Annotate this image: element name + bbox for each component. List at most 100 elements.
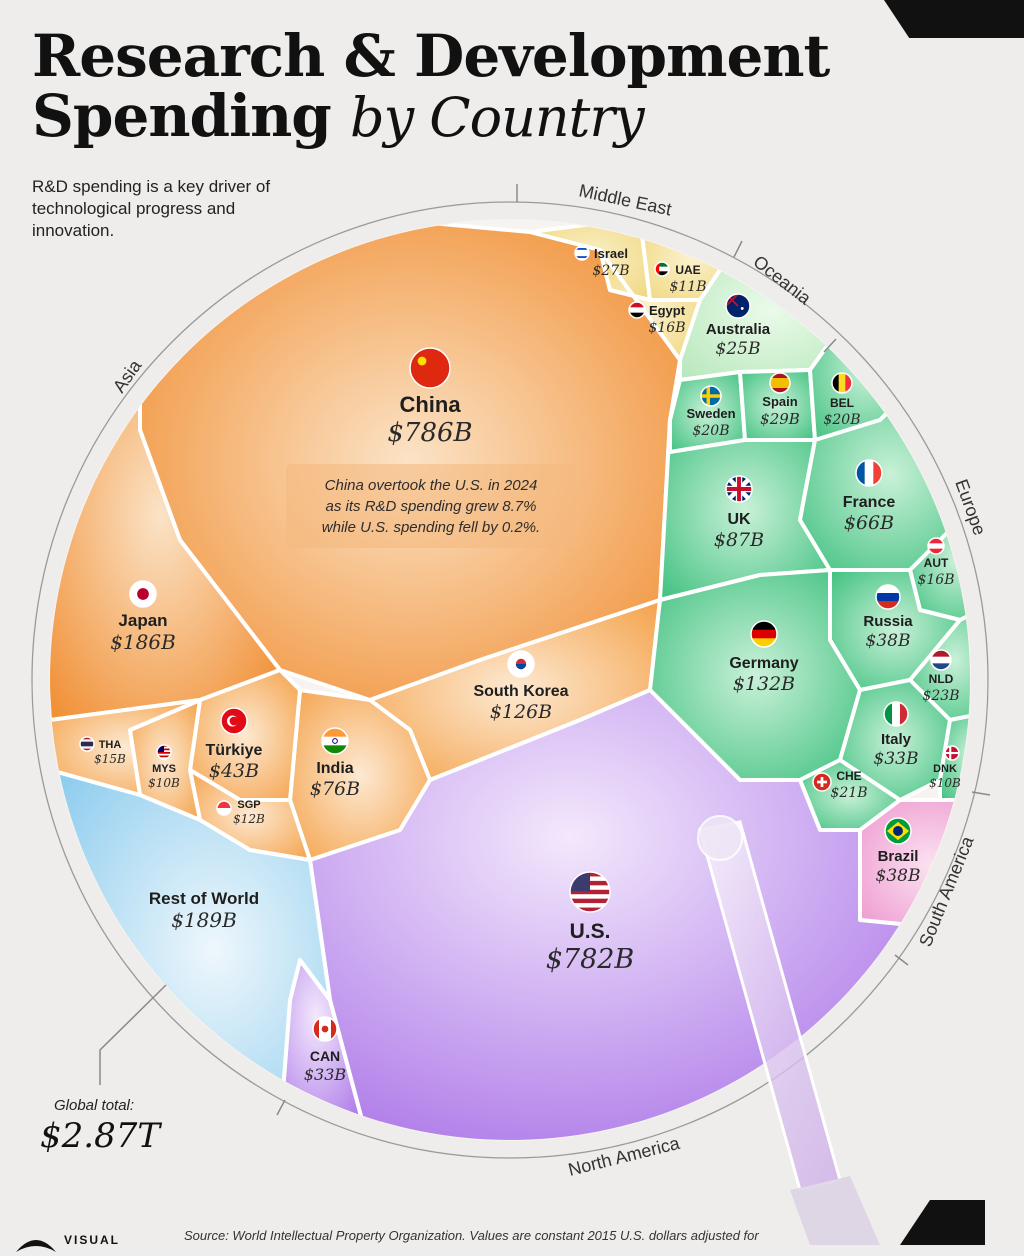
country-name: Spain bbox=[762, 394, 797, 409]
country-value: $16B bbox=[917, 572, 954, 588]
israel-flag-icon bbox=[574, 245, 590, 261]
annotation-line-2: as its R&D spending grew 8.7% bbox=[326, 498, 537, 515]
country-name: Rest of World bbox=[149, 889, 259, 908]
country-name: UK bbox=[727, 511, 751, 528]
country-name: AUT bbox=[924, 556, 949, 570]
country-name: MYS bbox=[152, 763, 176, 775]
country-value: $43B bbox=[209, 760, 259, 782]
country-name: Japan bbox=[118, 611, 167, 630]
country-value: $38B bbox=[866, 631, 911, 651]
cell-label-uae: UAE $11B bbox=[654, 261, 707, 295]
cell-label-spain: Spain$29B bbox=[760, 372, 800, 428]
country-value: $20B bbox=[692, 423, 729, 439]
source-note: Source: World Intellectual Property Orga… bbox=[184, 1228, 759, 1243]
country-name: Germany bbox=[729, 655, 798, 672]
country-value: $189B bbox=[171, 908, 237, 932]
country-name: CHE bbox=[836, 769, 861, 783]
cell-label-uk: UK$87B bbox=[714, 475, 764, 551]
cell-label-aut: AUT $16B bbox=[917, 537, 955, 588]
country-name: UAE bbox=[675, 263, 700, 277]
cell-label-mys: MYS$10B bbox=[148, 744, 180, 790]
country-name: Russia bbox=[863, 613, 913, 630]
cell-label-france: France$66B bbox=[843, 459, 896, 534]
country-name: THA bbox=[99, 739, 122, 751]
region-label-asia: Asia bbox=[109, 355, 146, 396]
country-value: $132B bbox=[733, 673, 795, 695]
cell-denmark bbox=[938, 708, 970, 802]
country-name: BEL bbox=[830, 396, 854, 410]
cell-label-dnk: DNK$10B bbox=[929, 745, 961, 790]
region-label-middle-east: Middle East bbox=[577, 180, 673, 219]
country-value: $29B bbox=[760, 410, 800, 428]
spain-flag-icon bbox=[769, 372, 791, 394]
country-name: CAN bbox=[310, 1048, 340, 1064]
global-total-label: Global total: bbox=[54, 1097, 135, 1114]
annotation-line-1: China overtook the U.S. in 2024 bbox=[325, 477, 538, 494]
cell-label-bel: BEL $20B bbox=[823, 372, 861, 428]
china-flag-icon bbox=[409, 347, 451, 389]
russia-flag-icon bbox=[875, 584, 901, 610]
cell-label-can: CAN$33B bbox=[304, 1016, 347, 1084]
cell-label-sweden: Sweden $20B bbox=[686, 385, 736, 439]
cell-label-japan: Japan$186B bbox=[110, 580, 176, 654]
country-name: Israel bbox=[594, 246, 628, 261]
country-value: $25B bbox=[716, 339, 761, 359]
cell-label-rest-of-world: Rest of World$189B bbox=[149, 889, 259, 932]
cell-label-india: India$76B bbox=[310, 727, 360, 800]
netherlands-flag-icon bbox=[930, 649, 952, 671]
cell-label-china: China$786B bbox=[387, 347, 473, 448]
country-name: India bbox=[316, 760, 353, 777]
cell-labels: China$786B U.S.$782B Rest of World$189B Jap… bbox=[79, 245, 961, 1084]
belgium-flag-icon bbox=[831, 372, 853, 394]
cell-label-australia: Australia$25B bbox=[706, 293, 771, 359]
country-name: Türkiye bbox=[206, 742, 263, 759]
country-name: France bbox=[843, 494, 896, 511]
outer-ring bbox=[31, 201, 989, 1159]
annotation-line-3: while U.S. spending fell by 0.2%. bbox=[322, 519, 540, 536]
cell-label-tha: THA$15B bbox=[79, 736, 126, 766]
country-value: $21B bbox=[830, 785, 867, 801]
country-value: $186B bbox=[110, 630, 176, 654]
country-name: DNK bbox=[933, 763, 957, 775]
country-value: $66B bbox=[844, 512, 894, 534]
country-name: Egypt bbox=[649, 303, 686, 318]
country-value: $126B bbox=[490, 701, 552, 723]
cell-label-germany: Germany$132B bbox=[729, 620, 799, 695]
cell-label-israel: Israel $27B bbox=[574, 245, 630, 279]
cell-label-sgp: SGP$12B bbox=[216, 799, 265, 826]
country-name: U.S. bbox=[570, 920, 611, 943]
title-line-2-bold: Spending bbox=[32, 82, 332, 150]
country-value: $12B bbox=[233, 812, 265, 826]
country-value: $11B bbox=[669, 279, 706, 295]
visual-logo-icon bbox=[16, 1240, 56, 1252]
cell-label-russia: Russia$38B bbox=[863, 584, 913, 651]
pipette-illustration bbox=[697, 815, 985, 1245]
country-value: $16B bbox=[648, 320, 685, 336]
region-label-north-america: North America bbox=[566, 1133, 682, 1180]
country-value: $23B bbox=[922, 688, 959, 704]
country-name: SGP bbox=[237, 799, 260, 811]
switzerland-flag-icon bbox=[812, 772, 832, 792]
country-value: $782B bbox=[546, 944, 635, 975]
country-name: South Korea bbox=[473, 683, 568, 700]
country-value: $33B bbox=[304, 1065, 347, 1084]
austria-flag-icon bbox=[927, 537, 945, 555]
uae-flag-icon bbox=[654, 261, 670, 277]
denmark-flag-icon bbox=[944, 745, 960, 761]
country-value: $38B bbox=[876, 866, 921, 886]
sweden-flag-icon bbox=[700, 385, 722, 407]
cell-label-nld: NLD $23B bbox=[922, 649, 960, 704]
country-value: $20B bbox=[823, 412, 860, 428]
canada-flag-icon bbox=[312, 1016, 338, 1042]
country-value: $27B bbox=[592, 263, 629, 279]
country-value: $10B bbox=[148, 776, 180, 790]
country-name: Australia bbox=[706, 321, 771, 338]
title-line-2-italic: by Country bbox=[350, 86, 645, 149]
italy-flag-icon bbox=[883, 701, 909, 727]
cell-label-egypt: Egypt $16B bbox=[628, 301, 686, 336]
country-name: Sweden bbox=[686, 406, 735, 421]
singapore-flag-icon bbox=[216, 800, 232, 816]
japan-flag-icon bbox=[129, 580, 157, 608]
cell-label-brazil: Brazil$38B bbox=[876, 817, 921, 886]
